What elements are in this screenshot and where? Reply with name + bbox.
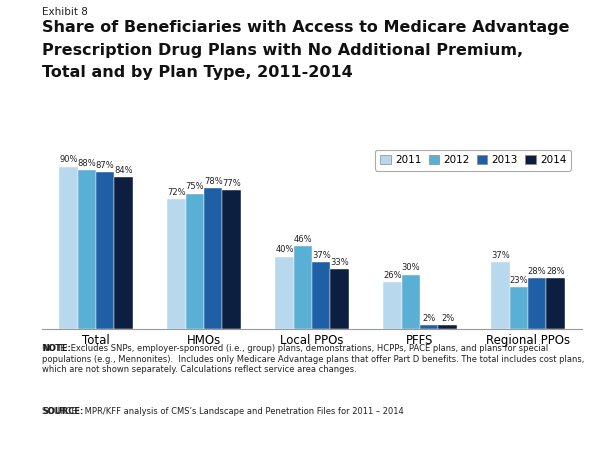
Text: 28%: 28% [546,267,565,276]
Text: 88%: 88% [77,159,96,168]
Bar [223,190,241,328]
Bar [401,274,420,328]
Bar [509,287,528,328]
Text: 37%: 37% [491,251,510,260]
Text: 77%: 77% [222,179,241,188]
Text: 23%: 23% [509,276,528,285]
Bar [96,172,115,328]
Bar [115,177,133,328]
Text: 87%: 87% [96,161,115,170]
Text: Total and by Plan Type, 2011-2014: Total and by Plan Type, 2011-2014 [42,65,353,80]
Bar [59,166,77,328]
Text: 78%: 78% [204,177,223,186]
Bar [167,199,185,328]
Bar [204,188,223,328]
Bar [420,325,439,328]
Bar [491,262,509,328]
Legend: 2011, 2012, 2013, 2014: 2011, 2012, 2013, 2014 [375,150,571,171]
Text: 2%: 2% [441,314,454,323]
Text: Share of Beneficiaries with Access to Medicare Advantage: Share of Beneficiaries with Access to Me… [42,20,569,35]
Bar [293,246,312,328]
Bar [439,325,457,328]
Bar [547,278,565,328]
Text: SOURCE:: SOURCE: [42,407,83,416]
Bar [312,262,331,328]
Bar [77,170,96,328]
Bar [185,194,204,328]
Text: SOURCE:  MPR/KFF analysis of CMS’s Landscape and Penetration Files for 2011 – 20: SOURCE: MPR/KFF analysis of CMS’s Landsc… [42,407,404,416]
Text: 28%: 28% [528,267,547,276]
Text: 30%: 30% [401,263,420,272]
Text: 46%: 46% [293,234,312,243]
Text: Exhibit 8: Exhibit 8 [42,7,88,17]
Bar [331,269,349,328]
Text: 37%: 37% [312,251,331,260]
Text: 84%: 84% [114,166,133,175]
Text: NOTE:: NOTE: [42,344,71,353]
Text: 33%: 33% [330,258,349,267]
Bar [528,278,547,328]
Text: 75%: 75% [185,182,204,191]
Text: Prescription Drug Plans with No Additional Premium,: Prescription Drug Plans with No Addition… [42,43,523,58]
Bar [275,256,293,328]
Bar [383,282,401,328]
Text: 2%: 2% [422,314,436,323]
Text: 72%: 72% [167,188,186,197]
Text: NOTE: Excludes SNPs, employer-sponsored (i.e., group) plans, demonstrations, HCP: NOTE: Excludes SNPs, employer-sponsored … [42,344,584,374]
Text: 40%: 40% [275,245,294,254]
Text: 26%: 26% [383,270,402,279]
Text: 90%: 90% [59,155,78,164]
